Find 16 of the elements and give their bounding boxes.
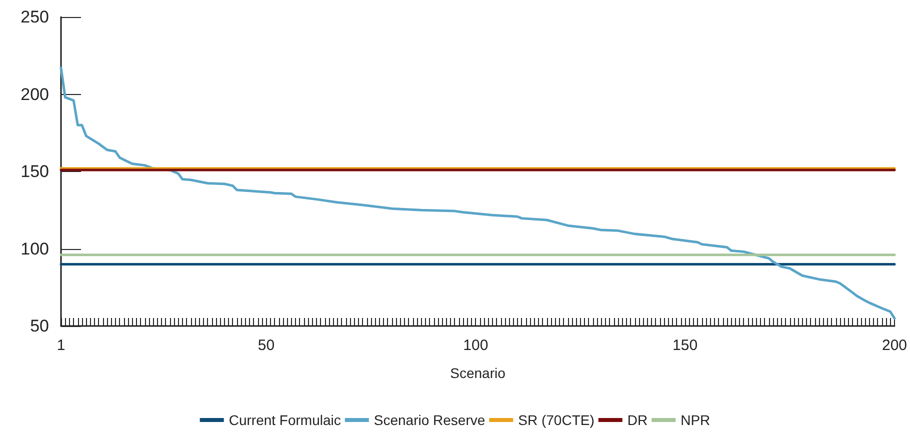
x-tick-label: 50: [258, 337, 275, 354]
x-tick-label: 1: [56, 337, 66, 354]
legend-label: Scenario Reserve: [374, 412, 486, 428]
y-tick-label: 250: [20, 8, 49, 26]
x-tick-label: 150: [672, 337, 698, 354]
x-axis-title: Scenario: [450, 365, 506, 381]
legend-label: Current Formulaic: [228, 412, 341, 428]
legend-label: NPR: [680, 412, 710, 428]
y-tick-label: 150: [20, 162, 49, 181]
legend-label: SR (70CTE): [518, 412, 594, 428]
x-tick-label: 200: [882, 337, 907, 354]
y-tick-label: 100: [20, 239, 49, 258]
y-tick-label: 200: [20, 84, 49, 104]
x-tick-label: 100: [463, 337, 488, 354]
y-tick-label: 50: [30, 316, 49, 336]
legend-label: DR: [627, 412, 648, 428]
